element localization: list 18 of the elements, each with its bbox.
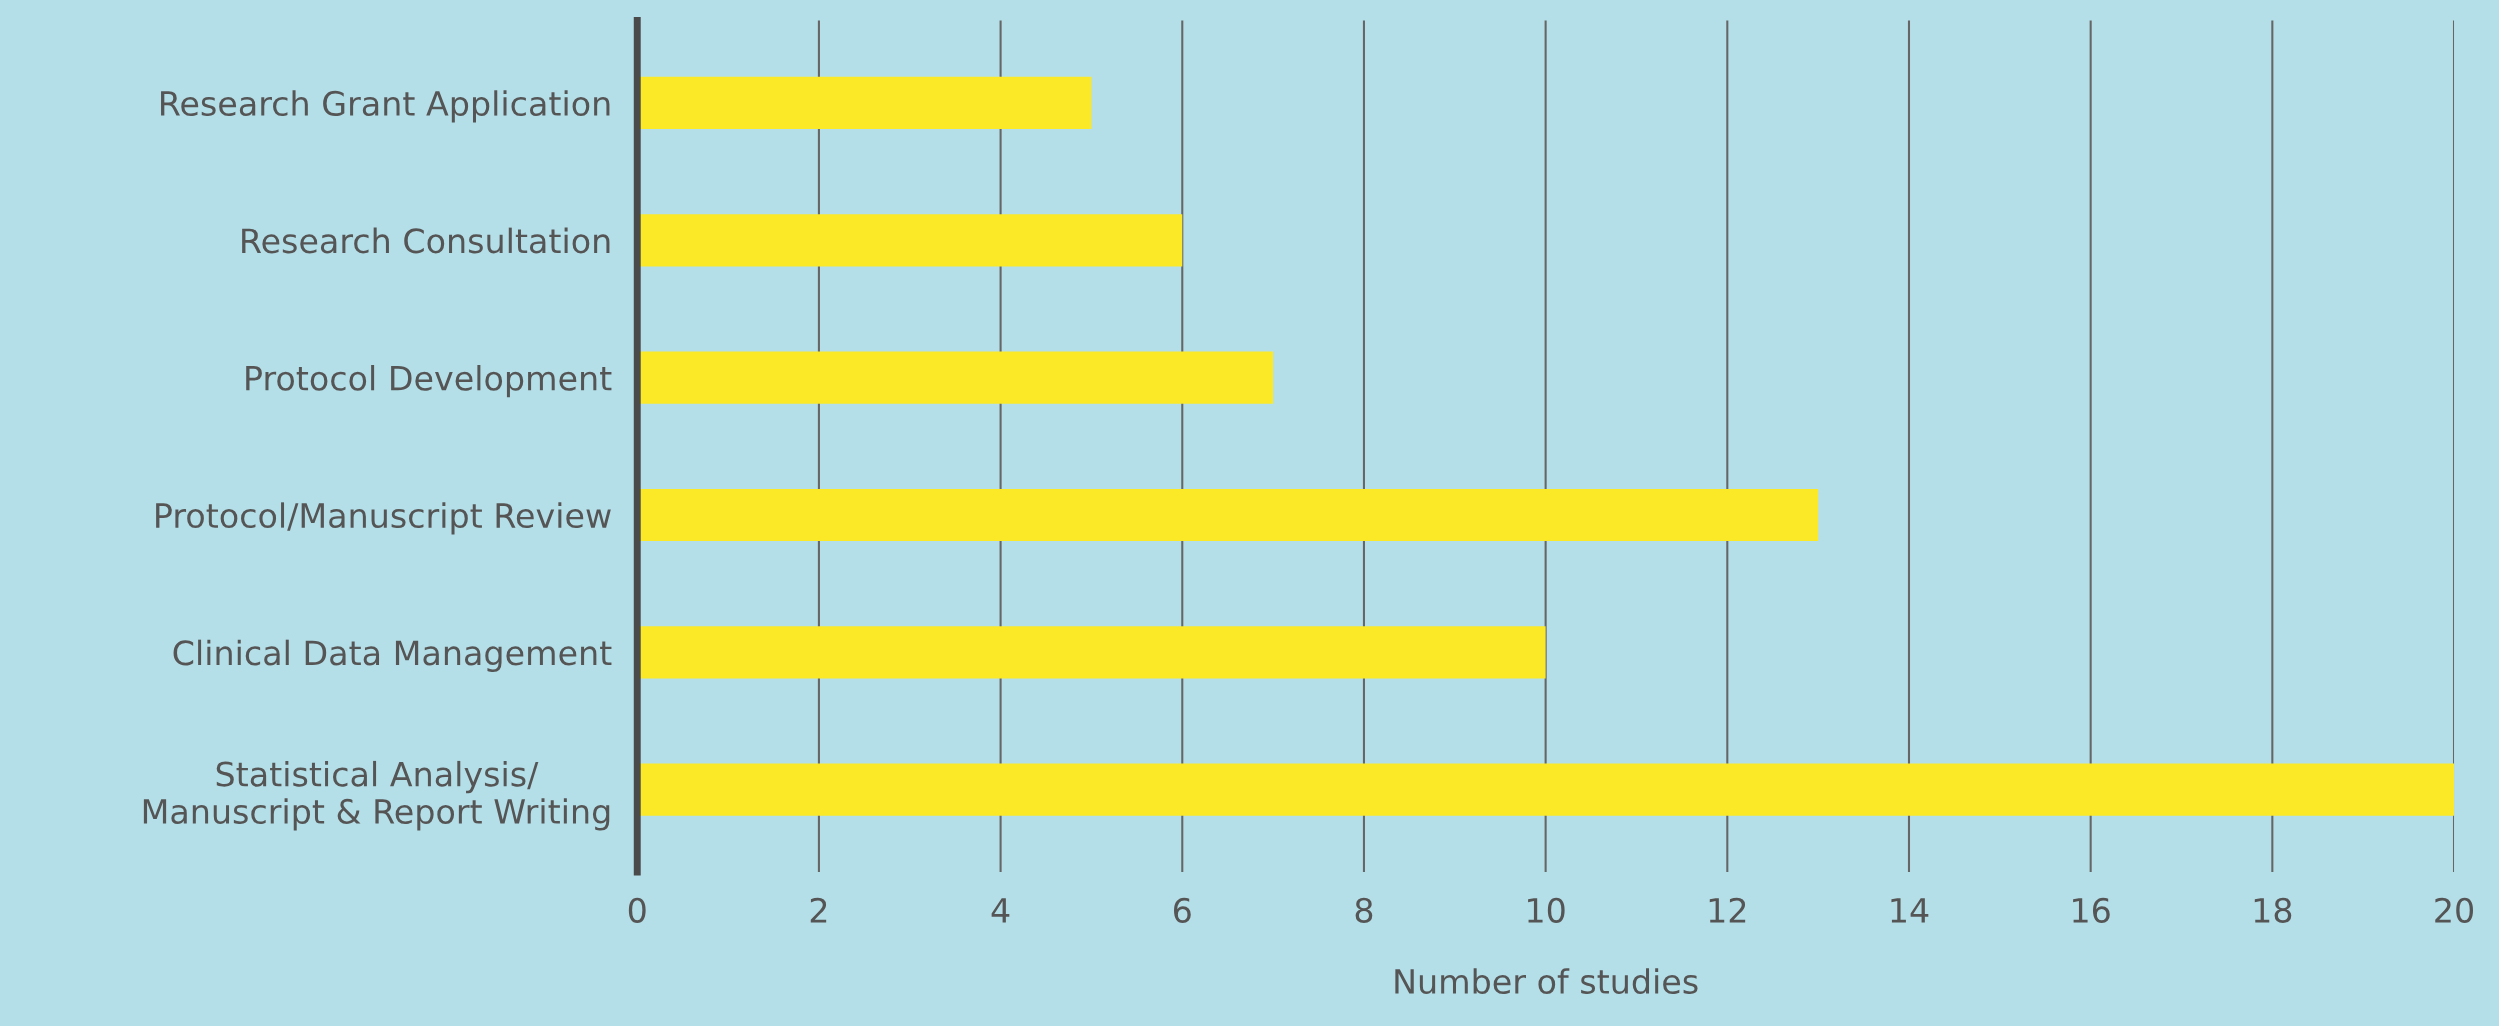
y-tick-label: Research Consultation <box>242 227 610 254</box>
x-tick-label: 20 <box>2435 897 2474 923</box>
y-tick-label: Statistical Analysis/ Manuscript & Report Writing <box>143 760 610 831</box>
x-tick-label: 6 <box>1174 897 1191 923</box>
x-axis-title: Number of studies <box>1395 968 1698 995</box>
y-tick-label: Research Grant Application <box>161 90 610 123</box>
x-tick-label: 10 <box>1528 897 1565 923</box>
x-tick-label: 14 <box>1891 898 1929 923</box>
x-tick-label: 16 <box>2073 897 2110 923</box>
x-tick-label: 12 <box>1709 897 1746 923</box>
y-tick-label: Protocol/Manuscript Review <box>156 502 611 535</box>
y-tick-label: Clinical Data Management <box>173 639 612 672</box>
x-tick-label: 18 <box>2254 897 2292 923</box>
x-tick-label: 0 <box>628 897 646 923</box>
y-tick-label: Protocol Development <box>246 364 612 398</box>
x-tick-label: 2 <box>810 897 827 923</box>
x-tick-label: 4 <box>991 898 1010 923</box>
x-tick-label: 8 <box>1355 897 1373 923</box>
